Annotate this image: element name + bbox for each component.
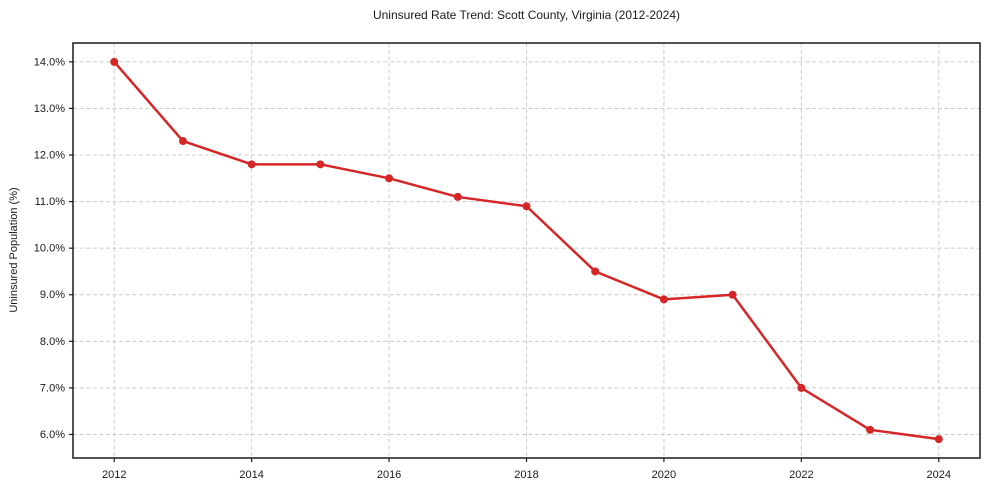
data-point-2012 [110, 57, 119, 66]
data-point-2015 [316, 160, 325, 169]
data-point-2017 [453, 192, 462, 201]
y-tick-label: 12.0% [34, 150, 65, 162]
y-tick-label: 13.0% [34, 103, 65, 115]
data-point-2019 [591, 267, 600, 276]
data-point-2023 [866, 425, 875, 434]
y-tick-label: 9.0% [40, 289, 65, 301]
x-tick-label: 2014 [239, 469, 263, 481]
data-point-2022 [797, 383, 806, 392]
data-point-2013 [178, 137, 187, 146]
x-tick-label: 2012 [102, 469, 126, 481]
x-tick-label: 2018 [514, 469, 538, 481]
y-tick-label: 7.0% [40, 382, 65, 394]
x-tick-label: 2020 [652, 469, 676, 481]
y-tick-label: 14.0% [34, 56, 65, 68]
data-point-2024 [934, 435, 943, 444]
x-tick-label: 2022 [789, 469, 813, 481]
data-point-2018 [522, 202, 531, 211]
x-tick-label: 2016 [377, 469, 401, 481]
y-tick-label: 10.0% [34, 243, 65, 255]
data-point-2014 [247, 160, 256, 169]
y-tick-label: 6.0% [40, 429, 65, 441]
x-tick-label: 2024 [927, 469, 951, 481]
data-point-2016 [385, 174, 394, 183]
y-tick-label: 8.0% [40, 336, 65, 348]
y-tick-label: 11.0% [35, 196, 66, 208]
data-point-2020 [659, 295, 668, 304]
data-point-2021 [728, 290, 737, 299]
chart-title: Uninsured Rate Trend: Scott County, Virg… [372, 8, 681, 22]
